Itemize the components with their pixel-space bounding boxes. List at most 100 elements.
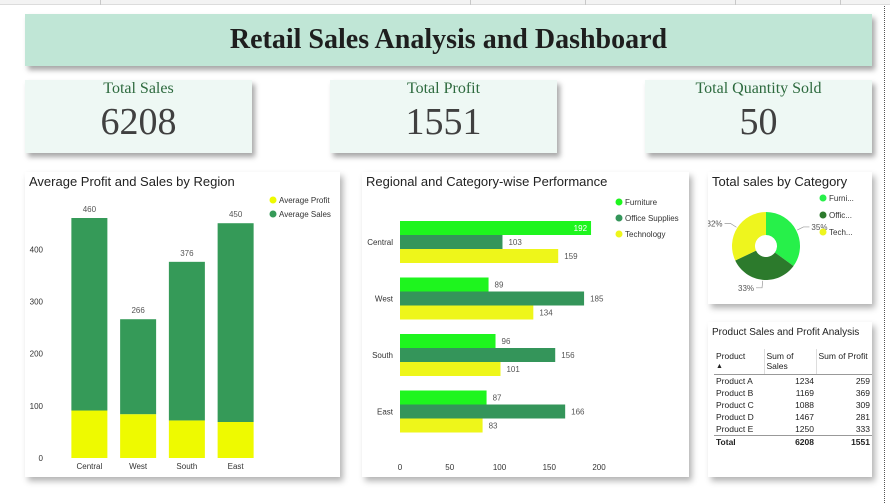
product-table-card[interactable]: Product Sales and Profit Analysis Produc…: [708, 322, 872, 477]
strip-divider: [735, 0, 736, 5]
y-tick-label: West: [375, 295, 394, 304]
category-pie-card[interactable]: Total sales by Category 35% 33% 32% Furni..…: [708, 172, 872, 304]
table-cell-sales: 6208: [764, 435, 816, 448]
kpi-label: Total Quantity Sold: [695, 80, 822, 97]
table-cell-sales: 1250: [795, 424, 814, 434]
region-chart-card[interactable]: Average Profit and Sales by Region 0 100 2…: [25, 172, 340, 477]
bar: [400, 305, 534, 320]
kpi-label: Total Profit: [406, 80, 481, 97]
title-banner: Retail Sales Analysis and Dashboard: [25, 14, 872, 66]
x-tick-label: 50: [445, 463, 454, 472]
y-tick-label: 200: [30, 350, 44, 359]
table-cell-sales: 1169: [795, 388, 814, 398]
pie-slice: [732, 212, 766, 261]
table-cell-profit: 309: [855, 400, 870, 410]
bar-segment: [217, 422, 254, 458]
pie-slice: [735, 250, 794, 280]
table-row[interactable]: Product E 1250 333: [714, 423, 872, 436]
regional-category-bar-chart[interactable]: 192 103 159 Central 89 185 134 West 96 156 101 Sout…: [362, 172, 689, 477]
y-tick-label: 300: [30, 297, 44, 306]
kpi-total-profit[interactable]: Total Profit 1551: [330, 80, 557, 153]
strip-divider: [840, 0, 841, 5]
table-row[interactable]: Product D 1467 281: [714, 411, 872, 423]
kpi-value: 50: [739, 101, 778, 143]
bar: [400, 291, 585, 306]
data-label: 87: [493, 394, 502, 403]
table-cell-profit: 1551: [816, 435, 872, 448]
page-edge: [884, 6, 885, 503]
data-label: 166: [571, 408, 585, 417]
bar-segment: [71, 218, 108, 411]
leader-line: [724, 223, 737, 228]
product-table-title: Product Sales and Profit Analysis: [712, 327, 860, 338]
table-row[interactable]: Product B 1169 369: [714, 387, 872, 399]
kpi-total-quantity[interactable]: Total Quantity Sold 50: [645, 80, 872, 153]
x-tick-label: East: [228, 462, 245, 471]
data-label: 266: [131, 306, 145, 315]
data-label: 134: [539, 309, 553, 318]
y-tick-label: 100: [30, 402, 44, 411]
data-label: 192: [574, 224, 588, 233]
data-label: 83: [489, 422, 498, 431]
table-row[interactable]: Product C 1088 309: [714, 399, 872, 411]
bar-segment: [120, 414, 157, 458]
x-tick-label: South: [176, 462, 197, 471]
table-cell-profit: 369: [855, 388, 870, 398]
sort-up-icon[interactable]: ▲: [716, 363, 723, 370]
legend-label: Average Profit: [279, 196, 330, 205]
regional-category-title: Regional and Category-wise Performance: [366, 174, 608, 189]
y-tick-label: 400: [30, 245, 44, 254]
product-table[interactable]: Product ▲ Sum of Sales Sum of Profit Pro…: [714, 349, 872, 448]
region-bar-chart[interactable]: 0 100 200 300 400 460 Central 266 West 376 South 45…: [25, 172, 340, 477]
legend-label: Furni...: [829, 194, 854, 203]
leader-line: [797, 226, 810, 231]
data-label: 159: [564, 252, 578, 261]
bar: [400, 390, 487, 405]
top-strip: [0, 0, 890, 5]
legend-marker: [269, 196, 277, 204]
table-cell-profit: 281: [855, 412, 870, 422]
dashboard-title: Retail Sales Analysis and Dashboard: [229, 24, 668, 55]
legend-marker: [819, 228, 827, 236]
regional-category-card[interactable]: Regional and Category-wise Performance 1…: [362, 172, 689, 477]
bar-segment: [120, 319, 157, 415]
data-label: 185: [590, 295, 604, 304]
data-label: 96: [502, 337, 511, 346]
table-cell-profit: 259: [855, 376, 870, 386]
x-tick-label: 100: [493, 463, 507, 472]
legend-marker: [615, 214, 623, 222]
bar-segment: [217, 223, 254, 422]
strip-divider: [470, 0, 471, 5]
kpi-label: Total Sales: [103, 80, 174, 97]
legend-marker: [615, 230, 623, 238]
x-tick-label: Central: [76, 462, 102, 471]
data-label: 101: [506, 365, 520, 374]
x-tick-label: West: [129, 462, 148, 471]
data-label: 103: [508, 238, 522, 247]
leader-line: [756, 280, 764, 289]
y-tick-label: East: [377, 408, 394, 417]
data-label: 376: [180, 249, 194, 258]
data-label: 33%: [738, 284, 754, 293]
category-donut-chart[interactable]: 35% 33% 32% Furni... Offic... Tech...: [708, 172, 872, 304]
bar: [400, 418, 483, 433]
bar: [400, 362, 501, 376]
table-row[interactable]: Product A 1234 259: [714, 375, 872, 388]
legend-label: Offic...: [829, 211, 852, 220]
data-label: 156: [561, 351, 575, 360]
pie-slice: [766, 212, 800, 266]
legend-marker: [615, 198, 623, 206]
legend-label: Office Supplies: [625, 214, 679, 223]
table-cell-product: Product E: [716, 424, 754, 434]
bar: [400, 235, 503, 249]
data-label: 32%: [708, 219, 723, 228]
bar: [400, 277, 489, 292]
header-sum-profit[interactable]: Sum of Profit: [815, 349, 872, 375]
region-chart-title: Average Profit and Sales by Region: [29, 174, 235, 189]
kpi-total-sales[interactable]: Total Sales 6208: [25, 80, 252, 153]
bar-segment: [71, 410, 108, 458]
header-product[interactable]: Product ▲: [714, 349, 764, 375]
legend-label: Technology: [625, 230, 665, 239]
header-sum-sales[interactable]: Sum of Sales: [763, 349, 816, 375]
table-total-row[interactable]: Total 6208 1551: [714, 435, 872, 448]
